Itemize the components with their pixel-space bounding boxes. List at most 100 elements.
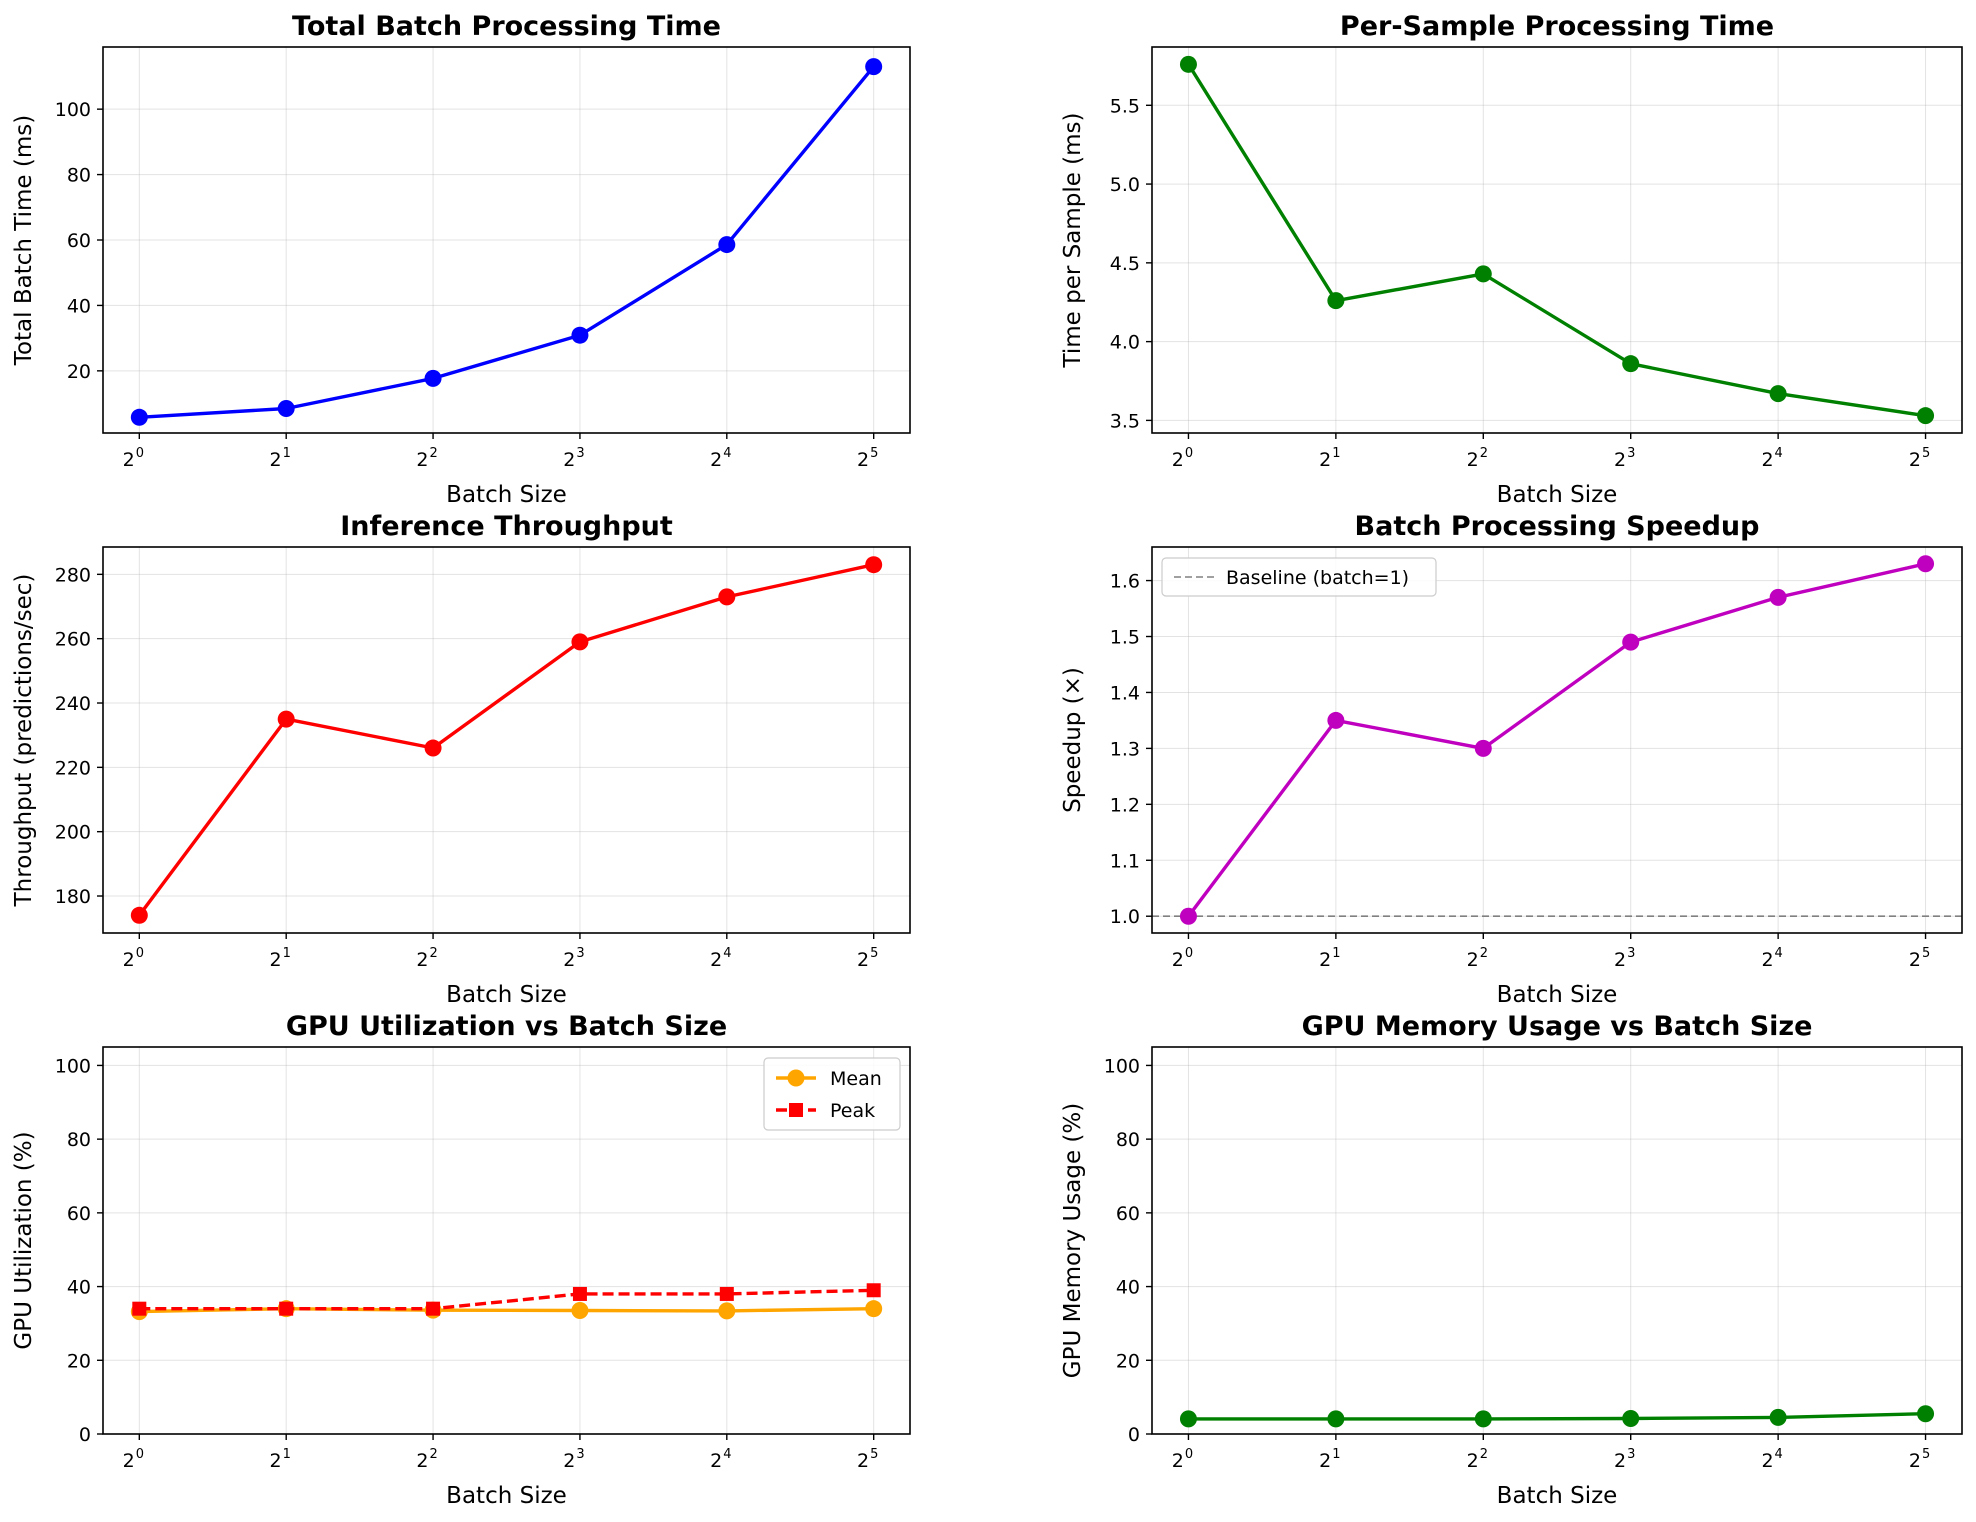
data-point-6 xyxy=(865,556,883,574)
chart-panel-4: 20 21 22 23 24 25 1.0 1.1 1.2 1.3 1.4 1.5 1.6 Batch P… xyxy=(1060,511,1963,1008)
x-axis-label: Batch Size xyxy=(1497,1483,1618,1509)
x-tick-label: 25 xyxy=(857,446,878,471)
legend-label-peak: Peak xyxy=(830,1100,875,1122)
x-tick-label: 25 xyxy=(1909,946,1930,971)
y-tick-label: 100 xyxy=(1104,1055,1140,1077)
data-point-mean-4 xyxy=(571,1302,589,1320)
x-tick-label: 21 xyxy=(270,446,291,471)
x-tick-label: 20 xyxy=(123,1447,144,1472)
x-tick-label: 23 xyxy=(563,946,584,971)
y-tick-label: 3.5 xyxy=(1110,410,1140,432)
x-tick-label: 21 xyxy=(270,1447,291,1472)
x-tick-label: 24 xyxy=(1761,446,1782,471)
x-tick-label: 25 xyxy=(1909,1447,1930,1472)
y-tick-label: 80 xyxy=(67,1129,91,1151)
x-tick-label: 22 xyxy=(1467,946,1488,971)
legend: Baseline (batch=1) xyxy=(1161,557,1437,597)
y-tick-label: 1.6 xyxy=(1110,571,1140,593)
series-line-1 xyxy=(1187,562,1926,918)
y-tick-label: 240 xyxy=(55,693,91,715)
data-point-4 xyxy=(571,326,589,344)
plot-frame xyxy=(102,546,911,934)
series-line-peak xyxy=(139,1288,874,1311)
y-tick-label: 1.0 xyxy=(1110,906,1140,928)
chart-panel-1: 20 21 22 23 24 25 20 40 60 80 100 Total Batch Proce… xyxy=(11,11,911,508)
y-tick-label: 220 xyxy=(55,757,91,779)
x-axis-label: Batch Size xyxy=(1497,982,1618,1008)
data-point-4 xyxy=(1622,1410,1640,1428)
x-tick-label: 20 xyxy=(123,446,144,471)
y-tick-label: 180 xyxy=(55,886,91,908)
y-tick-label: 1.5 xyxy=(1110,627,1140,649)
x-axis-label: Batch Size xyxy=(446,1483,567,1509)
data-point-6 xyxy=(865,58,883,76)
data-point-3 xyxy=(424,739,442,757)
x-tick-label: 24 xyxy=(710,946,731,971)
x-tick-label: 22 xyxy=(1467,446,1488,471)
data-point-1 xyxy=(1179,907,1197,925)
x-tick-label: 20 xyxy=(1172,1447,1193,1472)
chart-title: Per-Sample Processing Time xyxy=(1340,11,1774,42)
data-point-peak-2 xyxy=(279,1301,294,1316)
x-tick-label: 20 xyxy=(1172,946,1193,971)
y-tick-label: 20 xyxy=(67,361,91,383)
y-tick-label: 100 xyxy=(55,1055,91,1077)
data-point-peak-6 xyxy=(866,1283,881,1298)
series-line-1 xyxy=(137,563,875,917)
data-point-5 xyxy=(1769,1408,1787,1426)
x-tick-label: 23 xyxy=(563,1447,584,1472)
legend-label-mean: Mean xyxy=(830,1068,882,1090)
data-point-2 xyxy=(277,710,295,728)
data-point-1 xyxy=(130,906,148,924)
data-point-3 xyxy=(1474,739,1492,757)
y-tick-label: 80 xyxy=(1116,1129,1140,1151)
data-point-peak-1 xyxy=(132,1301,147,1316)
x-tick-label: 24 xyxy=(1761,1447,1782,1472)
data-point-mean-6 xyxy=(865,1300,883,1318)
y-tick-label: 80 xyxy=(67,165,91,187)
y-tick-label: 40 xyxy=(67,1277,91,1299)
x-axis-label: Batch Size xyxy=(446,482,567,508)
chart-panel-6: 20 21 22 23 24 25 0 20 40 60 80 100 GPU Memory Usage… xyxy=(1060,1011,1963,1509)
x-axis-label: Batch Size xyxy=(1497,482,1618,508)
data-point-4 xyxy=(571,633,589,651)
data-point-5 xyxy=(718,588,736,606)
data-point-6 xyxy=(1917,407,1935,425)
y-tick-label: 0 xyxy=(1128,1424,1140,1446)
data-point-5 xyxy=(718,236,736,254)
y-tick-label: 1.3 xyxy=(1110,738,1140,760)
chart-panel-5: 20 21 22 23 24 25 0 20 40 60 80 100 GPU Utilization … xyxy=(11,1011,911,1509)
data-point-3 xyxy=(1474,1410,1492,1428)
legend-box xyxy=(1161,557,1437,597)
x-tick-label: 22 xyxy=(416,946,437,971)
series-line-1 xyxy=(139,65,876,419)
y-tick-label: 1.2 xyxy=(1110,794,1140,816)
series-line-1 xyxy=(1188,1412,1926,1421)
data-point-1 xyxy=(1179,1410,1197,1428)
plot-frame xyxy=(102,1046,911,1435)
x-tick-label: 22 xyxy=(416,446,437,471)
x-tick-label: 22 xyxy=(416,1447,437,1472)
x-tick-label: 23 xyxy=(1614,946,1635,971)
legend-swatch-marker-peak xyxy=(789,1103,803,1117)
y-tick-label: 1.4 xyxy=(1110,682,1140,704)
x-tick-label: 24 xyxy=(710,1447,731,1472)
x-tick-label: 21 xyxy=(270,946,291,971)
x-tick-label: 24 xyxy=(1761,946,1782,971)
x-tick-label: 23 xyxy=(563,446,584,471)
data-point-2 xyxy=(277,399,295,417)
y-tick-label: 60 xyxy=(67,1203,91,1225)
chart-title: Batch Processing Speedup xyxy=(1355,511,1760,542)
y-tick-label: 4.0 xyxy=(1110,332,1140,354)
chart-panel-3: 20 21 22 23 24 25 180 200 220 240 260 280 Inference … xyxy=(11,511,911,1008)
plot-frame xyxy=(1151,1046,1963,1435)
y-tick-label: 1.1 xyxy=(1110,850,1140,872)
y-tick-label: 5.0 xyxy=(1110,174,1140,196)
data-point-6 xyxy=(1917,1405,1935,1423)
y-axis-label: Speedup (×) xyxy=(1060,667,1086,813)
x-tick-label: 23 xyxy=(1614,1447,1635,1472)
chart-title: Inference Throughput xyxy=(340,511,673,542)
y-axis-label: GPU Memory Usage (%) xyxy=(1060,1103,1086,1378)
